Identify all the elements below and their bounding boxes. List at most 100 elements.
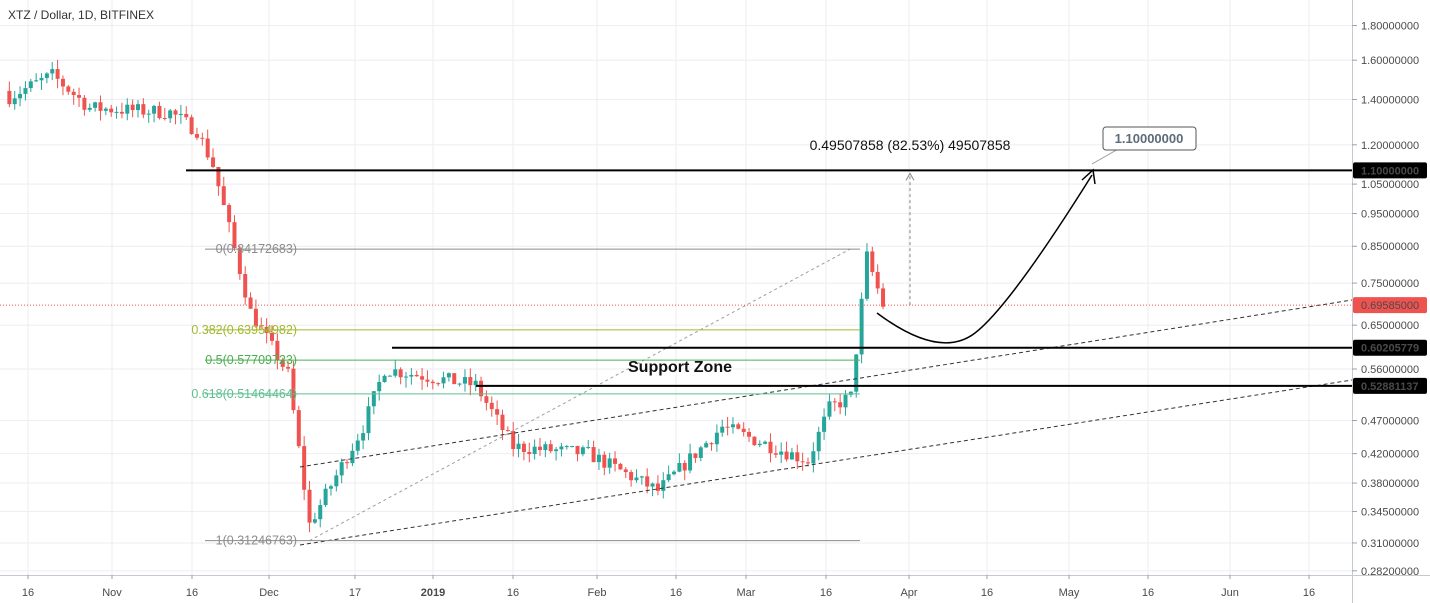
candle-down	[795, 452, 800, 462]
annotations: 0(0.84172683) 0.382(0.63954982) 0.5(0.5770…	[0, 126, 1353, 548]
support-zone-label: Support Zone	[628, 359, 732, 376]
candle-down	[130, 104, 135, 111]
candle-up	[50, 69, 55, 74]
price-tick-label: 0.28200000	[1361, 566, 1419, 578]
price-tick-label: 1.40000000	[1361, 94, 1419, 106]
candle-down	[425, 379, 430, 382]
candles	[7, 59, 886, 533]
candle-down	[838, 402, 843, 408]
time-tick-label: 16	[507, 587, 519, 599]
candle-down	[881, 288, 886, 307]
target-callout-pointer	[1091, 147, 1121, 165]
target-callout-label: 1.10000000	[1115, 131, 1184, 146]
candle-up	[103, 108, 108, 111]
candle-down	[655, 483, 660, 491]
candle-up	[146, 113, 151, 115]
candle-up	[704, 443, 709, 448]
candle-up	[355, 440, 360, 451]
candle-down	[184, 113, 189, 118]
price-tick-label: 0.34500000	[1361, 506, 1419, 518]
candle-down	[548, 444, 553, 452]
candle-up	[34, 80, 39, 82]
candle-down	[119, 111, 124, 114]
candle-up	[125, 104, 130, 114]
candle-up	[848, 391, 853, 395]
candle-up	[168, 110, 173, 119]
candle-down	[77, 95, 82, 98]
price-axis[interactable]: 1.80000000 1.60000000 1.40000000 1.20000000…	[1352, 0, 1430, 603]
candle-down	[232, 222, 237, 249]
candle-down	[270, 333, 274, 341]
candle-up	[666, 474, 671, 481]
price-tick-label: 1.60000000	[1361, 55, 1419, 67]
candle-down	[109, 108, 114, 113]
candle-up	[136, 104, 140, 111]
candle-down	[7, 90, 12, 105]
candle-up	[28, 81, 33, 89]
candle-up	[596, 454, 601, 463]
candle-down	[645, 476, 650, 487]
candle-down	[768, 441, 773, 454]
candle-up	[554, 449, 559, 452]
candle-up	[462, 377, 467, 384]
candle-up	[377, 381, 382, 392]
chart-title: XTZ / Dollar, 1D, BITFINEX	[8, 8, 155, 22]
time-tick-label: Nov	[102, 587, 122, 599]
price-tick-label: 0.38000000	[1361, 478, 1419, 490]
level-price-tag-label: 1.10000000	[1361, 165, 1419, 177]
candle-up	[639, 476, 644, 478]
candle-up	[698, 447, 703, 458]
fib-level-label: 0.5(0.57709723)	[205, 353, 297, 367]
time-tick-label: 16	[186, 587, 198, 599]
candle-down	[227, 205, 232, 223]
candle-down	[800, 461, 805, 463]
candle-up	[688, 453, 693, 471]
candle-up	[318, 505, 323, 520]
time-tick-label: Apr	[900, 587, 917, 599]
candle-up	[730, 424, 735, 428]
candle-down	[489, 402, 494, 410]
candle-up	[152, 105, 157, 114]
time-tick-label: Feb	[588, 587, 607, 599]
candle-up	[714, 432, 719, 445]
fib-trendline	[309, 248, 851, 542]
candle-down	[452, 373, 457, 385]
candle-down	[66, 86, 71, 92]
candle-up	[650, 483, 655, 487]
price-tick-label: 0.95000000	[1361, 209, 1419, 221]
candle-down	[414, 374, 419, 377]
fib-level-label: 0(0.84172683)	[216, 242, 297, 256]
last-price-tag-label: 0.69585000	[1361, 300, 1419, 312]
candle-up	[779, 451, 784, 455]
fib-level-label: 0.382(0.63954982)	[191, 323, 297, 337]
candle-down	[511, 430, 516, 450]
candle-up	[87, 107, 92, 110]
candle-down	[832, 401, 837, 403]
price-tick-label: 1.80000000	[1361, 21, 1419, 33]
time-tick-label: 16	[670, 587, 682, 599]
time-tick-label: Dec	[259, 587, 279, 599]
projection-arrowhead	[1081, 168, 1096, 185]
candle-down	[280, 360, 285, 367]
candle-down	[173, 110, 178, 115]
candle-down	[468, 377, 473, 386]
candle-down	[591, 447, 596, 463]
fib-level-label: 0.618(0.51464464)	[191, 387, 297, 401]
candle-down	[709, 443, 714, 445]
candle-up	[607, 458, 612, 468]
candle-up	[409, 374, 414, 377]
candle-up	[457, 383, 462, 385]
projection-curve	[876, 174, 1093, 344]
candle-down	[302, 446, 307, 490]
time-tick-label: 16	[22, 587, 34, 599]
candle-down	[189, 117, 194, 135]
price-tick-label: 0.47000000	[1361, 416, 1419, 428]
time-axis[interactable]: 16 Nov 16 Dec 17 2019 16 Feb 16 Mar 16 Apr 16 May 16 Ju…	[0, 575, 1430, 599]
candle-up	[361, 433, 366, 441]
last-price-tag	[1353, 297, 1427, 314]
price-tick-label: 0.56000000	[1361, 364, 1419, 376]
time-tick-label: 16	[981, 587, 993, 599]
candle-down	[693, 453, 698, 458]
candle-up	[677, 462, 682, 472]
